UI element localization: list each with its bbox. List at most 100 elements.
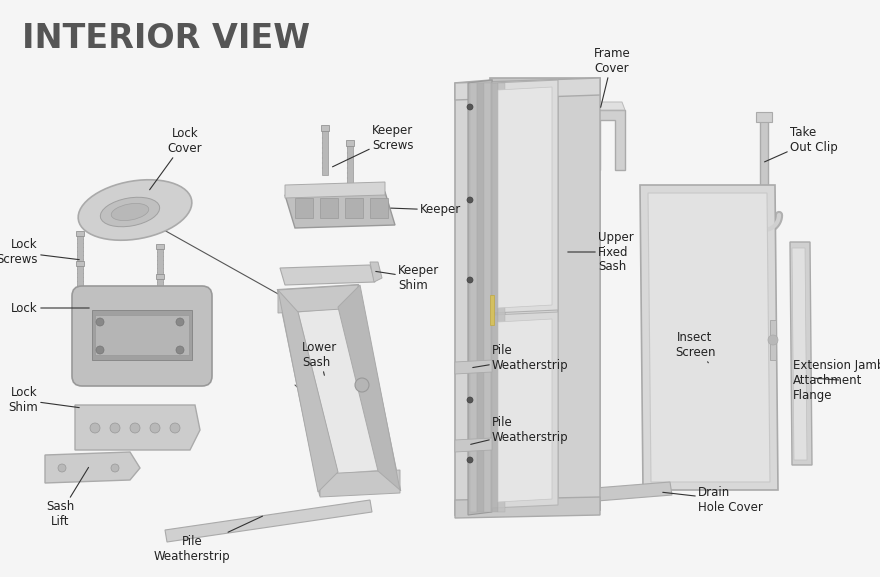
Polygon shape [470,83,477,512]
Polygon shape [278,285,358,313]
Circle shape [96,346,104,354]
Text: Extension Jamb
Attachment
Flange: Extension Jamb Attachment Flange [793,358,880,402]
Polygon shape [498,87,552,308]
Polygon shape [491,83,498,512]
Bar [370,198,388,218]
Bar [320,198,338,218]
Polygon shape [792,248,807,460]
Bar [347,145,353,190]
Text: Keeper: Keeper [391,204,461,216]
Circle shape [176,346,184,354]
Bar [156,274,164,279]
Bar [76,231,84,236]
Text: Drain
Hole Cover: Drain Hole Cover [663,486,763,514]
Text: Take
Out Clip: Take Out Clip [765,126,838,162]
Polygon shape [648,193,770,482]
Polygon shape [640,185,778,490]
Text: Upper
Fixed
Sash: Upper Fixed Sash [568,230,634,273]
Text: Lock
Shim: Lock Shim [8,386,79,414]
Text: Frame
Cover: Frame Cover [594,47,630,107]
Text: Lower
Sash: Lower Sash [302,341,337,375]
Circle shape [768,335,778,345]
Polygon shape [455,438,492,452]
Polygon shape [477,83,484,512]
Bar [345,198,363,218]
Text: Pile
Weatherstrip: Pile Weatherstrip [154,516,262,563]
Circle shape [467,197,473,203]
Polygon shape [468,80,492,515]
Bar [95,315,189,355]
Text: Pile
Weatherstrip: Pile Weatherstrip [471,416,568,444]
Bar [760,120,768,215]
Polygon shape [790,242,812,465]
Text: Pile
Weatherstrip: Pile Weatherstrip [473,344,568,372]
Polygon shape [492,80,558,313]
Bar [295,198,313,218]
Bar [157,278,163,308]
Polygon shape [455,360,492,374]
Polygon shape [278,290,338,492]
Polygon shape [455,80,492,515]
Polygon shape [484,83,491,512]
Polygon shape [587,102,625,110]
Polygon shape [285,192,395,228]
Bar [322,130,328,175]
Bar [770,320,776,360]
Polygon shape [590,110,625,170]
Ellipse shape [100,197,159,227]
Bar [77,235,83,265]
Polygon shape [455,78,600,100]
Circle shape [176,318,184,326]
Text: Lock
Screws: Lock Screws [0,238,79,266]
Circle shape [96,318,104,326]
Bar [321,125,329,131]
Polygon shape [498,83,505,512]
Text: INTERIOR VIEW: INTERIOR VIEW [22,22,310,55]
Text: Insect
Screen: Insect Screen [675,331,715,363]
Polygon shape [75,405,200,450]
Polygon shape [455,497,600,518]
Circle shape [467,277,473,283]
Polygon shape [492,312,558,508]
Polygon shape [558,78,600,512]
Circle shape [150,423,160,433]
FancyBboxPatch shape [72,286,212,386]
Bar [77,265,83,295]
Polygon shape [285,182,385,198]
Circle shape [58,464,66,472]
Text: Lock
Cover: Lock Cover [150,127,202,190]
Circle shape [467,397,473,403]
Text: Keeper
Shim: Keeper Shim [376,264,439,292]
Polygon shape [320,470,400,497]
Polygon shape [370,262,382,282]
Bar [92,310,192,360]
Polygon shape [505,95,585,495]
Circle shape [467,104,473,110]
Bar [157,248,163,278]
Bar [346,140,354,146]
Polygon shape [595,482,672,501]
Polygon shape [490,78,600,510]
Polygon shape [165,500,372,542]
Bar [490,295,494,325]
Text: Keeper
Screws: Keeper Screws [333,124,414,167]
Circle shape [90,423,100,433]
Polygon shape [298,308,382,474]
Text: Sash
Lift: Sash Lift [46,467,89,528]
Circle shape [130,423,140,433]
Ellipse shape [111,204,149,220]
Polygon shape [498,319,552,502]
Circle shape [110,423,120,433]
Polygon shape [338,285,400,490]
Circle shape [170,423,180,433]
Bar [756,112,772,122]
Circle shape [111,464,119,472]
Text: Lock: Lock [11,302,89,314]
Bar [156,244,164,249]
Polygon shape [78,180,192,240]
Circle shape [467,457,473,463]
Circle shape [355,378,369,392]
Polygon shape [280,265,375,285]
Polygon shape [278,285,400,495]
Polygon shape [45,452,140,483]
